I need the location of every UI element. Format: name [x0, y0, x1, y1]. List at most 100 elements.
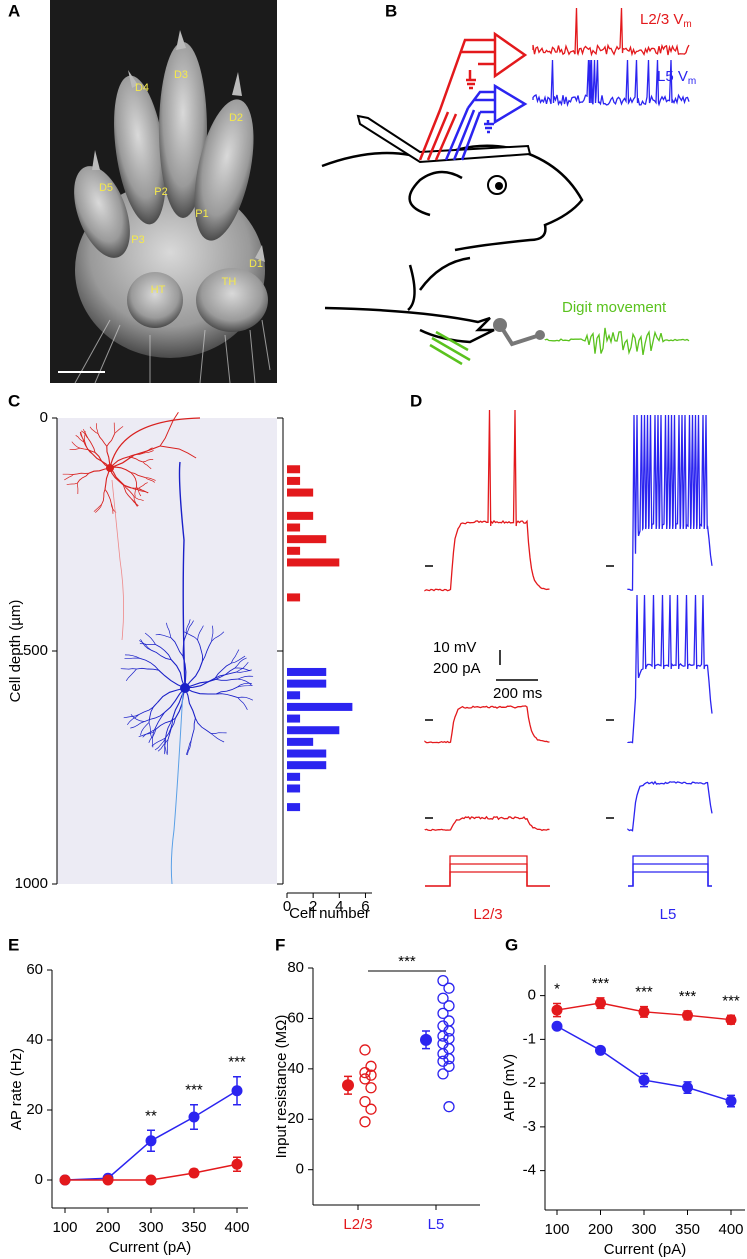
scale-bars	[425, 565, 614, 819]
dendrite	[101, 489, 106, 505]
current-step	[425, 871, 550, 887]
panel-label: B	[385, 1, 397, 20]
dendrite	[184, 678, 216, 689]
y-tick-label: 80	[287, 959, 304, 976]
y-axis-label: Cell depth (µm)	[7, 600, 24, 703]
point	[231, 1085, 243, 1097]
axon	[170, 689, 184, 885]
bar	[287, 737, 314, 746]
y-tick-label: -4	[523, 1162, 536, 1179]
significance: ***	[722, 992, 740, 1009]
dendrite	[201, 640, 212, 662]
dendrite	[155, 644, 172, 660]
dendrite	[214, 662, 232, 679]
cell-point	[443, 1101, 455, 1113]
dendrite	[73, 472, 89, 475]
point	[595, 997, 606, 1009]
dendrite	[170, 637, 184, 657]
bar	[287, 465, 301, 474]
bar	[287, 535, 327, 544]
dendrite	[170, 659, 186, 689]
dendrite	[127, 714, 140, 726]
cell-point	[437, 974, 449, 987]
cell-point	[437, 1007, 449, 1020]
dendrite	[130, 472, 146, 479]
bar	[287, 772, 301, 781]
paw-photo	[50, 0, 277, 384]
dendrite	[64, 474, 74, 481]
dendrite	[237, 675, 254, 680]
cell-point	[359, 1073, 371, 1085]
mean-point	[420, 1033, 432, 1046]
dendrite	[184, 687, 196, 719]
x-tick-label: L2/3	[343, 1216, 372, 1233]
dendrite	[197, 639, 204, 662]
dendrite	[130, 497, 139, 506]
dendrite	[143, 450, 154, 454]
y-tick-label: 0	[35, 1171, 43, 1188]
significance: *	[554, 980, 560, 997]
mean-point	[342, 1079, 354, 1092]
dendrite	[166, 622, 172, 638]
dendrite	[152, 731, 154, 748]
time-scale: 200 ms	[493, 685, 542, 702]
dendrite	[138, 731, 154, 738]
dendrite	[148, 722, 153, 738]
apical-dendrite	[178, 461, 186, 689]
current-step	[628, 855, 712, 887]
movement-label: Digit movement	[562, 299, 667, 316]
dendrite	[210, 733, 225, 743]
dendrite	[164, 738, 166, 755]
panel-label: C	[8, 391, 20, 410]
cell-point	[365, 1103, 377, 1115]
significance: ***	[635, 984, 653, 1001]
dendrite	[83, 441, 94, 455]
y-tick-label: 0	[40, 409, 48, 426]
bar	[287, 546, 301, 555]
y-tick-label: -1	[523, 1030, 536, 1047]
dendrite	[237, 678, 253, 686]
dendrite	[130, 472, 137, 487]
photo-label: P1	[195, 208, 208, 220]
dendrite	[114, 426, 124, 434]
point	[145, 1174, 157, 1186]
trace	[532, 7, 690, 57]
dendrite	[123, 484, 138, 491]
dendrite	[144, 632, 156, 645]
panel-label: G	[505, 935, 518, 954]
cell-point	[437, 992, 449, 1004]
dendrite	[137, 489, 149, 493]
significance: ***	[398, 953, 416, 970]
dendrite	[234, 657, 247, 669]
dendrite	[87, 438, 96, 453]
dendrite	[215, 678, 238, 681]
l5-label: L5	[660, 906, 677, 923]
dendrite	[151, 649, 172, 661]
dendrite	[142, 728, 157, 738]
y-tick-label: 40	[287, 1060, 304, 1077]
dendrite	[95, 504, 103, 513]
cell-point	[443, 982, 455, 994]
bar	[287, 511, 314, 520]
bar	[287, 488, 314, 497]
dendrite	[75, 435, 85, 443]
x-tick-label: 300	[631, 1221, 656, 1238]
mouse-diagram	[321, 114, 584, 344]
bar	[287, 593, 301, 602]
x-tick-label: 400	[224, 1219, 249, 1236]
electrodes	[418, 31, 545, 366]
x-tick-label: 200	[95, 1219, 120, 1236]
y-tick-label: 60	[26, 961, 43, 978]
dendrite	[69, 447, 81, 451]
point	[725, 1014, 737, 1026]
dendrite	[166, 739, 169, 755]
dendrite	[96, 423, 99, 434]
trace	[627, 414, 713, 591]
dendrite	[110, 503, 117, 513]
point	[188, 1111, 200, 1123]
photo-label: P2	[154, 186, 167, 198]
dendrite	[157, 739, 169, 752]
x-tick-label: 350	[675, 1221, 700, 1238]
dendrite	[66, 482, 78, 486]
